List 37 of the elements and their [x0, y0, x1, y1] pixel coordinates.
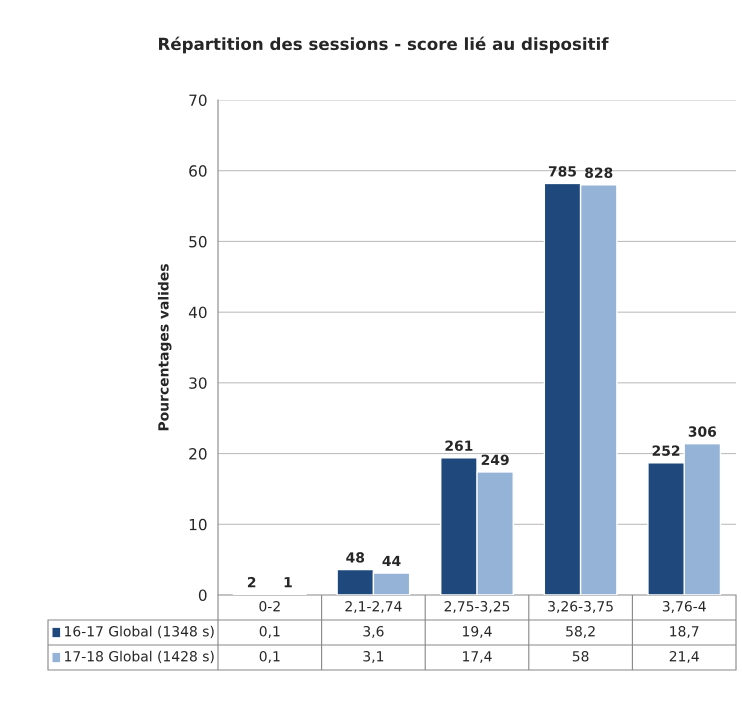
- y-tick-label: 30: [189, 377, 207, 389]
- x-tick-label: 0-2: [259, 601, 280, 612]
- data-label: 17,4: [463, 651, 492, 663]
- x-tick-label: 3,76-4: [662, 601, 706, 613]
- y-tick-label: 60: [189, 165, 207, 177]
- annotation: 785: [548, 166, 576, 177]
- data-label: 18,7: [670, 626, 698, 638]
- annotation: 1: [284, 577, 292, 588]
- x-tick-label: 2,1-2,74: [345, 601, 402, 613]
- y-tick-label: 20: [189, 448, 207, 460]
- annotation: 48: [346, 552, 364, 563]
- data-label: 19,4: [463, 626, 492, 638]
- data-label: 0,1: [260, 626, 280, 638]
- y-tick-label: 10: [190, 518, 207, 530]
- annotation: 249: [482, 454, 509, 466]
- annotation: 44: [382, 556, 401, 566]
- data-label: 3,1: [363, 651, 384, 663]
- legend-label: 16-17 Global (1348 s): [65, 626, 214, 638]
- data-label: 0,1: [260, 651, 280, 663]
- y-tick-label: 70: [189, 94, 207, 106]
- annotation: 2: [248, 576, 256, 588]
- annotation: 261: [445, 440, 472, 451]
- x-tick-label: 3,26-3,75: [548, 601, 613, 613]
- y-axis-title: Pourcentages valides: [158, 264, 172, 430]
- annotation: 828: [585, 167, 612, 178]
- legend-label: 17-18 Global (1428 s): [65, 650, 214, 664]
- y-tick-label: 40: [188, 306, 207, 318]
- data-label: 58: [572, 651, 588, 662]
- annotation: 252: [652, 445, 680, 456]
- y-tick-label: 0: [198, 589, 207, 602]
- data-label: 21,4: [670, 651, 699, 663]
- annotation: 306: [688, 426, 716, 437]
- data-label: 58,2: [566, 626, 595, 638]
- x-tick-label: 2,75-3,25: [444, 601, 510, 613]
- y-tick-label: 50: [189, 236, 207, 248]
- data-label: 3,6: [363, 626, 384, 638]
- chart-title: Répartition des sessions - score lié au dispositif: [159, 36, 609, 54]
